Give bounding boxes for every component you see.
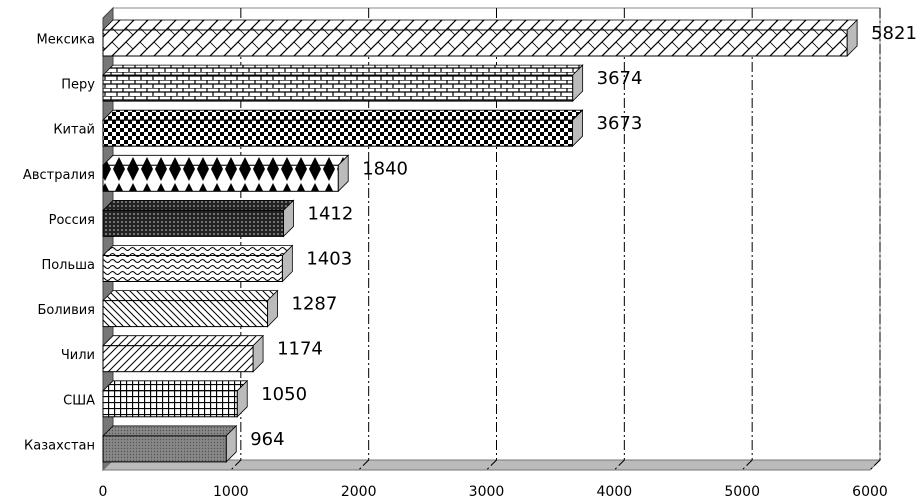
bar-front: [102, 390, 238, 418]
bar-top: [102, 109, 584, 121]
grid-line: [358, 8, 370, 471]
bar-top: [102, 200, 295, 211]
bar-front: [102, 164, 339, 192]
bar-top: [102, 19, 859, 31]
value-label: 3673: [597, 113, 643, 134]
category-label: Россия: [49, 213, 95, 228]
value-label: 3674: [597, 68, 643, 89]
x-tick-label: 4000: [597, 484, 633, 500]
bar-top: [102, 290, 279, 301]
bar: [102, 154, 350, 193]
grid-line: [741, 8, 753, 471]
grid-line: [869, 8, 881, 471]
x-tick-label: 5000: [724, 484, 760, 500]
grid-line: [486, 8, 497, 471]
x-tick-label: 0: [99, 484, 108, 500]
bar: [102, 244, 294, 283]
bar-front: [102, 209, 285, 237]
bar: [102, 379, 249, 418]
category-label: Мексика: [37, 33, 95, 48]
bar: [102, 424, 238, 463]
category-label: США: [63, 393, 95, 408]
category-label: Боливия: [37, 303, 95, 318]
x-tick-label: 6000: [852, 484, 888, 500]
value-label: 1174: [277, 339, 323, 360]
bar-top: [102, 380, 249, 392]
grid-line: [613, 8, 625, 471]
bar-front: [102, 300, 269, 328]
value-label: 964: [250, 429, 284, 450]
bar-top: [102, 335, 265, 347]
category-label: Польша: [41, 258, 95, 273]
bar-front: [102, 435, 227, 463]
bar: [102, 334, 265, 373]
bar-front: [102, 74, 574, 102]
value-label: 1403: [306, 249, 352, 270]
x-tick-label: 2000: [341, 484, 377, 500]
value-label: 5821: [871, 23, 916, 44]
value-label: 1840: [362, 158, 408, 179]
bar-front: [102, 255, 283, 282]
category-label: Австралия: [23, 168, 95, 183]
x-tick-label: 1000: [213, 484, 249, 500]
bar-top: [102, 245, 294, 256]
bar: [102, 109, 584, 148]
bar: [102, 64, 584, 103]
category-label: Чили: [61, 348, 95, 363]
bar-front: [102, 119, 574, 147]
category-label: Перу: [61, 78, 95, 93]
category-label: Китай: [53, 123, 95, 138]
bar-top: [102, 425, 238, 437]
bar-top: [102, 154, 350, 166]
value-label: 1287: [292, 294, 338, 315]
x-tick-label: 3000: [469, 484, 505, 500]
bar: [102, 289, 279, 328]
bar: [102, 19, 859, 57]
bar-front: [102, 345, 254, 373]
category-label: Казахстан: [24, 438, 95, 453]
value-label: 1050: [261, 384, 307, 405]
bars: [102, 19, 859, 463]
value-label: 1412: [308, 203, 354, 224]
bar: [102, 199, 295, 238]
bar-front: [102, 29, 848, 57]
bar-top: [102, 64, 584, 76]
